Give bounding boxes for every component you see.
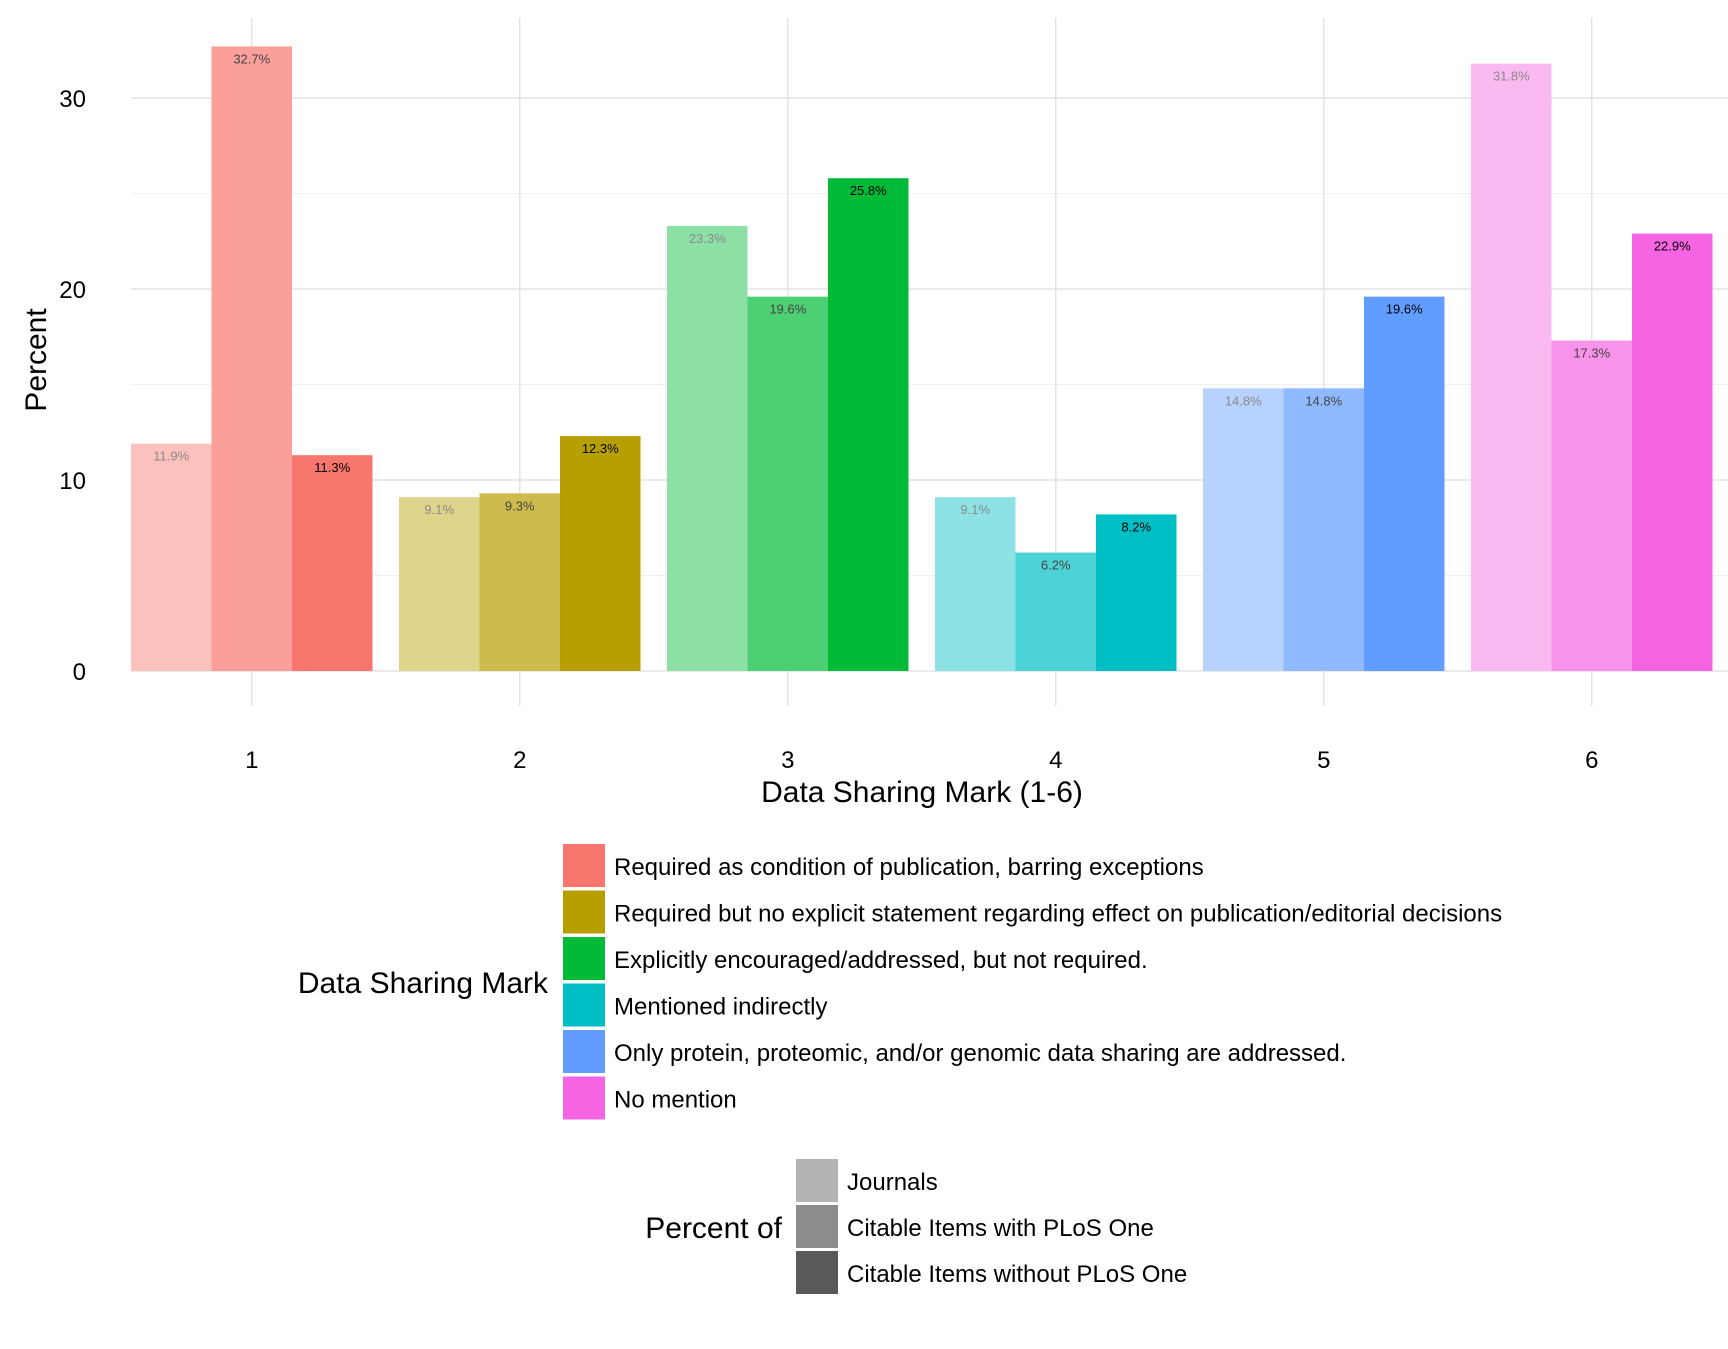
bar: [1015, 552, 1096, 671]
bar-value-label: 32.7%: [233, 51, 270, 66]
bar-value-label: 12.3%: [582, 441, 619, 456]
bar: [399, 497, 480, 671]
bar: [1096, 514, 1177, 671]
bar: [1364, 296, 1445, 671]
x-tick-label: 4: [1049, 747, 1062, 774]
bar-value-label: 9.3%: [505, 498, 535, 513]
bar-labels-layer: 11.9% 32.7% 11.3% 9.1% 9.3% 12.3% 23.3% 19.6% 25…: [153, 51, 1691, 572]
y-axis-title: Percent: [20, 308, 53, 412]
legend-swatch: [563, 1030, 605, 1073]
bar-value-label: 9.1%: [960, 502, 990, 517]
x-tick-label: 5: [1317, 747, 1330, 774]
bar-value-label: 17.3%: [1573, 346, 1610, 361]
bar-value-label: 31.8%: [1493, 69, 1530, 84]
bar: [1551, 340, 1632, 671]
bar: [935, 497, 1016, 671]
bar: [747, 296, 828, 671]
legend-swatch: [796, 1251, 838, 1294]
legend-item-label: Mentioned indirectly: [614, 994, 827, 1021]
legend-item-label: Only protein, proteomic, and/or genomic …: [614, 1040, 1346, 1067]
legend-item-label: Required but no explicit statement regar…: [614, 901, 1502, 928]
legend-swatch: [563, 844, 605, 887]
bar-value-label: 14.8%: [1305, 393, 1342, 408]
x-tick-label: 1: [245, 747, 258, 774]
y-tick-label: 30: [59, 86, 86, 113]
bar-value-label: 19.6%: [1386, 302, 1423, 317]
bar-value-label: 14.8%: [1225, 393, 1262, 408]
legend-swatch: [563, 1076, 605, 1120]
legend-item-label: Explicitly encouraged/addressed, but not…: [614, 947, 1148, 974]
y-tick-label: 0: [73, 659, 86, 686]
bar: [1283, 388, 1364, 671]
bar-value-label: 23.3%: [689, 231, 726, 246]
bar: [479, 493, 560, 671]
bar: [292, 455, 373, 671]
bar: [1203, 388, 1284, 671]
bar-value-label: 9.1%: [424, 502, 454, 517]
bar: [667, 225, 748, 671]
bar-value-label: 11.9%: [153, 449, 189, 464]
legend-item-label: No mention: [614, 1087, 737, 1114]
x-axis-title: Data Sharing Mark (1-6): [761, 776, 1083, 809]
bar-value-label: 25.8%: [850, 183, 887, 198]
legend-swatch: [563, 890, 605, 934]
legend-item-label: Citable Items with PLoS One: [847, 1215, 1154, 1242]
legend-percent-of-title: Percent of: [645, 1212, 782, 1245]
legend-swatch: [796, 1205, 838, 1248]
x-tick-label: 6: [1585, 747, 1598, 774]
y-tick-label: 10: [59, 468, 86, 495]
bar-value-label: 6.2%: [1041, 558, 1071, 573]
legend-swatch: [563, 937, 605, 980]
bar-value-label: 8.2%: [1121, 519, 1151, 534]
legend-swatch: [563, 983, 605, 1027]
bar: [131, 443, 212, 671]
legend-item-label: Required as condition of publication, ba…: [614, 854, 1204, 881]
bar: [828, 178, 909, 671]
x-tick-label: 3: [781, 747, 794, 774]
legend-data-sharing-mark: Data Sharing Mark Required as condition …: [298, 844, 1502, 1120]
bar: [560, 436, 641, 671]
legend-data-sharing-mark-title: Data Sharing Mark: [298, 967, 549, 1000]
legend-swatch: [796, 1159, 838, 1202]
legend-item-label: Journals: [847, 1169, 938, 1196]
bar: [1632, 233, 1713, 672]
bar-value-label: 22.9%: [1654, 239, 1691, 254]
legend-percent-of: Percent of Journals Citable Items with PL…: [645, 1159, 1187, 1294]
bars-layer: [131, 46, 1713, 672]
bar: [1471, 63, 1552, 672]
bar-value-label: 11.3%: [314, 460, 350, 475]
x-tick-label: 2: [513, 747, 526, 774]
y-tick-label: 20: [59, 277, 86, 304]
bar-value-label: 19.6%: [769, 302, 806, 317]
bar: [211, 46, 292, 672]
legend-item-label: Citable Items without PLoS One: [847, 1261, 1187, 1288]
axes-layer: Data Sharing Mark (1-6) Percent 0 10 20 30 1…: [20, 86, 1598, 809]
